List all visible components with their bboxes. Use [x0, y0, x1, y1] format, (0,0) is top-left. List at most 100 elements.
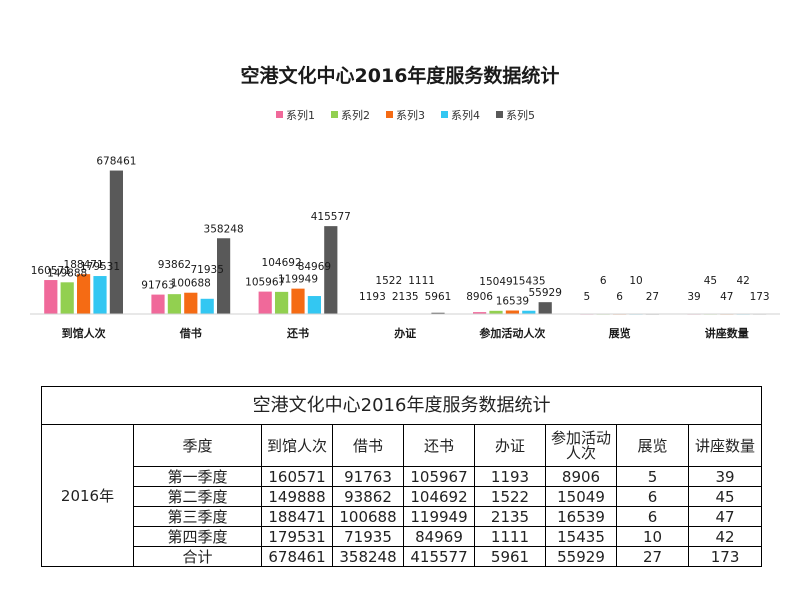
legend-label: 系列5: [506, 108, 535, 122]
chart-legend: 系列1 系列2 系列3 系列4 系列5: [276, 108, 535, 122]
table-cell: 42: [687, 526, 763, 547]
table-cell: 6: [616, 506, 689, 527]
category-label: 讲座数量: [705, 326, 749, 340]
bar: [291, 288, 305, 314]
table-cell: 1111: [474, 526, 546, 547]
legend-label: 系列2: [341, 108, 370, 122]
header-cell: 季度: [133, 424, 262, 467]
table-cell: 15435: [545, 526, 617, 547]
bar: [522, 310, 536, 314]
table-cell: 119949: [403, 506, 475, 527]
table-cell: 104692: [403, 486, 475, 507]
table-cell: 10: [616, 526, 689, 547]
header-cell: 还书: [403, 424, 475, 467]
table-cell: 173: [687, 546, 763, 567]
table-cell: 1522: [474, 486, 546, 507]
data-label: 358248: [204, 223, 244, 235]
data-label: 179531: [80, 261, 120, 273]
table-cell: 6: [616, 486, 689, 507]
legend-label: 系列4: [451, 108, 480, 122]
table-cell: 100688: [332, 506, 404, 527]
data-label: 15435: [512, 276, 545, 288]
table-cell: 27: [616, 546, 689, 567]
data-label: 1111: [408, 275, 435, 287]
bar: [151, 294, 165, 314]
chart-bars: [44, 170, 767, 315]
table-cell: 16539: [545, 506, 617, 527]
category-label: 参加活动人次: [479, 326, 545, 340]
bar: [324, 226, 338, 314]
chart-title: 空港文化中心2016年度服务数据统计: [241, 64, 560, 87]
data-label: 6: [600, 275, 607, 287]
data-label: 42: [737, 275, 750, 287]
bar: [505, 310, 519, 314]
row-label: 第二季度: [133, 486, 262, 507]
table-cell: 415577: [403, 546, 475, 567]
table-row: 第三季度 188471 100688 119949 2135 16539 6 4…: [42, 506, 763, 527]
data-label: 16539: [496, 296, 529, 308]
header-cell: 参加活动人次: [545, 424, 617, 467]
table-cell: 1193: [474, 466, 546, 487]
table-cell: 15049: [545, 486, 617, 507]
legend-swatch: [331, 111, 338, 118]
year-cell: 2016年: [41, 424, 134, 567]
row-label: 第三季度: [133, 506, 262, 527]
data-label: 678461: [96, 156, 136, 168]
bar: [217, 238, 231, 314]
table-cell: 105967: [403, 466, 475, 487]
category-label: 借书: [179, 326, 202, 340]
legend-swatch: [386, 111, 393, 118]
category-label: 办证: [394, 326, 416, 340]
header-cell: 讲座数量: [687, 424, 763, 467]
table-cell: 93862: [332, 486, 404, 507]
data-label: 149888: [47, 267, 87, 279]
table-cell: 71935: [332, 526, 404, 547]
data-label: 71935: [190, 264, 223, 276]
bar: [109, 170, 123, 314]
data-label: 104692: [262, 257, 302, 269]
table-cell: 358248: [332, 546, 404, 567]
bar: [307, 296, 321, 314]
data-label: 100688: [171, 278, 211, 290]
table-cell: 160571: [261, 466, 333, 487]
table-cell: 39: [687, 466, 763, 487]
data-label: 39: [687, 291, 700, 303]
bar: [473, 312, 487, 314]
legend-label: 系列1: [286, 108, 315, 122]
bar: [200, 298, 214, 314]
legend-label: 系列3: [396, 108, 425, 122]
bar: [184, 292, 198, 314]
data-label: 84969: [298, 261, 331, 273]
data-label: 10: [629, 275, 642, 287]
category-label: 还书: [286, 326, 309, 340]
table-row: 第一季度 160571 91763 105967 1193 8906 5 39: [42, 466, 763, 487]
legend-swatch: [276, 111, 283, 118]
bar: [167, 294, 181, 314]
table-cell: 84969: [403, 526, 475, 547]
table-cell: 2135: [474, 506, 546, 527]
data-label: 47: [720, 291, 733, 303]
table-cell: 678461: [261, 546, 333, 567]
table-cell: 47: [687, 506, 763, 527]
table-cell: 8906: [545, 466, 617, 487]
table-cell: 91763: [332, 466, 404, 487]
bar: [258, 291, 272, 314]
header-cell: 展览: [616, 424, 689, 467]
row-label: 第四季度: [133, 526, 262, 547]
data-label: 55929: [528, 287, 561, 299]
header-cell: 借书: [332, 424, 404, 467]
bar: [44, 280, 58, 314]
data-label: 1193: [359, 291, 386, 303]
row-label: 第一季度: [133, 466, 262, 487]
data-label: 5: [583, 291, 590, 303]
data-label: 93862: [158, 259, 191, 271]
data-label: 160571: [31, 265, 71, 277]
row-label: 合计: [133, 546, 262, 567]
table-cell: 179531: [261, 526, 333, 547]
table-cell: 55929: [545, 546, 617, 567]
table-cell: 188471: [261, 506, 333, 527]
legend-swatch: [441, 111, 448, 118]
data-label: 6: [616, 291, 623, 303]
bar: [431, 312, 445, 314]
data-label: 45: [704, 275, 717, 287]
